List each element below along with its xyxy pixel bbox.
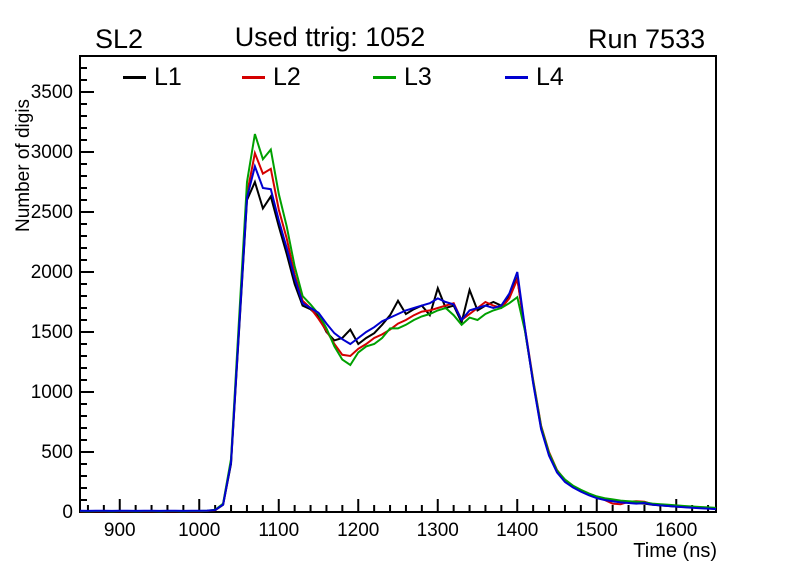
svg-text:1600: 1600 — [655, 520, 697, 541]
svg-text:2500: 2500 — [31, 202, 73, 223]
plot-frame — [79, 55, 717, 513]
superlayer-label: SL2 — [95, 24, 144, 54]
svg-text:2000: 2000 — [31, 262, 73, 283]
y-axis-tick-labels: 0 500 1000 1500 2000 2500 3000 3500 — [31, 82, 73, 523]
svg-text:1000: 1000 — [31, 382, 73, 403]
svg-text:0: 0 — [62, 502, 73, 523]
series-line-L2 — [79, 149, 717, 513]
svg-text:1100: 1100 — [258, 520, 299, 541]
y-axis-ticks — [80, 55, 94, 513]
svg-text:3000: 3000 — [31, 142, 73, 163]
series-line-L1 — [79, 179, 717, 513]
x-axis-title: Time (ns) — [633, 540, 717, 562]
svg-text:1500: 1500 — [31, 322, 73, 343]
svg-text:1300: 1300 — [417, 520, 459, 541]
run-number-label: Run 7533 — [588, 24, 706, 54]
svg-text:1500: 1500 — [576, 520, 618, 541]
y-axis-title: Number of digis — [13, 98, 34, 232]
svg-text:1200: 1200 — [337, 520, 379, 541]
x-axis-tick-labels: 900 1000 1100 1200 1300 1400 1500 1600 — [104, 520, 697, 541]
plot-title: Used ttrig: 1052 — [234, 22, 426, 52]
svg-text:500: 500 — [41, 442, 73, 463]
svg-text:1400: 1400 — [496, 520, 538, 541]
svg-text:3500: 3500 — [31, 82, 73, 103]
series-line-L4 — [79, 163, 717, 512]
svg-text:900: 900 — [104, 520, 136, 541]
svg-text:1000: 1000 — [178, 520, 220, 541]
